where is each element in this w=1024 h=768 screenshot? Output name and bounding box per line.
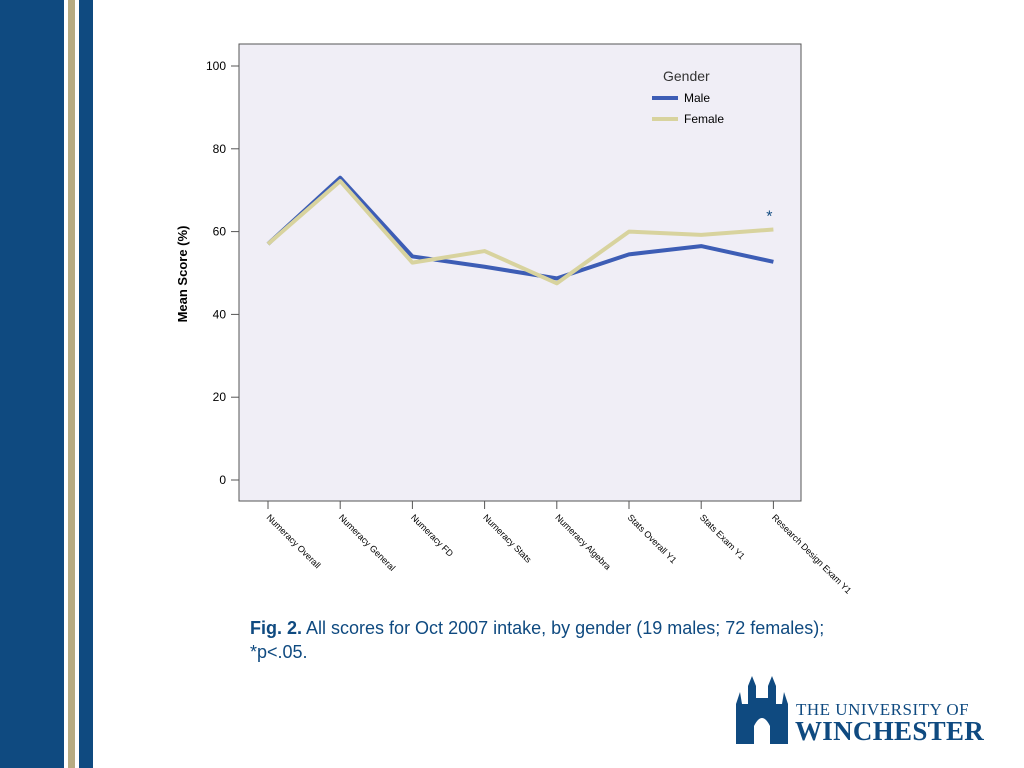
- legend: Gender Male Female: [652, 68, 724, 126]
- caption-label: Fig. 2.: [250, 618, 303, 638]
- university-logo: THE UNIVERSITY OF WINCHESTER: [732, 674, 1002, 746]
- legend-title: Gender: [663, 68, 710, 84]
- y-tick-label: 80: [213, 142, 227, 156]
- x-tick-label: Research Design Exam Y1: [770, 512, 853, 595]
- y-tick-label: 100: [206, 59, 226, 73]
- navy-stripe: [79, 0, 93, 768]
- y-tick-label: 20: [213, 390, 227, 404]
- y-axis: 0 20 40 60 80 100: [206, 44, 240, 501]
- logo-line-1: THE UNIVERSITY OF: [796, 700, 970, 719]
- figure-caption: Fig. 2. All scores for Oct 2007 intake, …: [250, 616, 870, 664]
- line-chart: 0 20 40 60 80 100 Numeracy Overall Numeracy Ge…: [175, 43, 853, 596]
- x-tick-label: Numeracy Algebra: [553, 512, 612, 571]
- x-tick-label: Numeracy Stats: [481, 512, 534, 565]
- x-axis: Numeracy Overall Numeracy General Numeracy…: [239, 500, 853, 596]
- x-tick-label: Numeracy General: [337, 512, 397, 572]
- y-tick-label: 0: [219, 473, 226, 487]
- x-tick-label: Stats Overall Y1: [626, 512, 679, 565]
- y-axis-label: Mean Score (%): [175, 226, 190, 323]
- caption-text: All scores for Oct 2007 intake, by gende…: [250, 618, 825, 662]
- left-brand-band: [0, 0, 64, 768]
- tan-stripe: [68, 0, 75, 768]
- legend-label-female: Female: [684, 112, 724, 126]
- cathedral-logo-icon: [736, 676, 788, 744]
- logo-line-2: WINCHESTER: [795, 716, 985, 746]
- x-tick-label: Stats Exam Y1: [698, 512, 747, 561]
- series-line-female: [266, 179, 774, 286]
- series-layer: *: [266, 175, 774, 286]
- significance-marker: *: [766, 209, 772, 226]
- y-tick-label: 40: [213, 307, 227, 321]
- x-tick-label: Numeracy Overall: [265, 512, 323, 570]
- y-tick-label: 60: [213, 225, 227, 239]
- legend-label-male: Male: [684, 91, 710, 105]
- x-tick-label: Numeracy FD: [409, 512, 456, 559]
- series-line-male: [266, 175, 774, 281]
